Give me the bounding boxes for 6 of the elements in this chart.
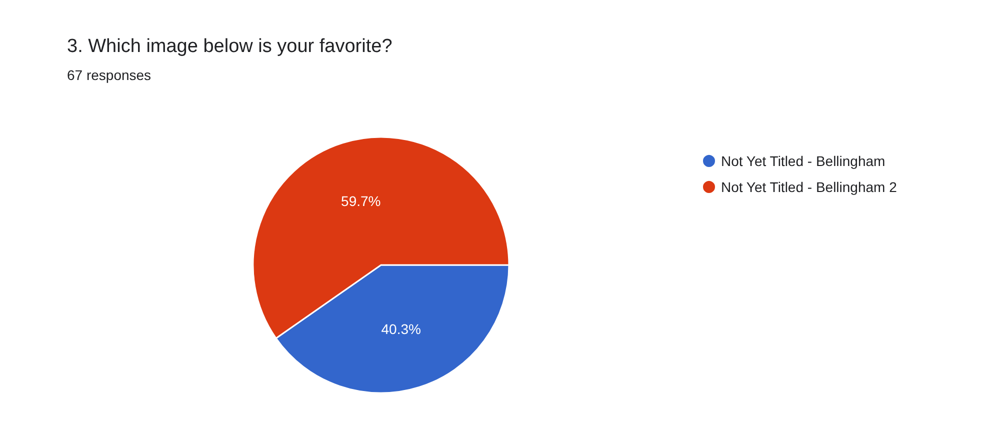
legend-label: Not Yet Titled - Bellingham 2 [721, 179, 898, 195]
legend-label: Not Yet Titled - Bellingham [721, 153, 886, 169]
text: 67 responses [67, 67, 152, 83]
data-label: 40.3% [381, 320, 421, 337]
data-label: 59.7% [341, 193, 381, 210]
chart-title: 3. Which image below is your favorite? [67, 36, 392, 57]
